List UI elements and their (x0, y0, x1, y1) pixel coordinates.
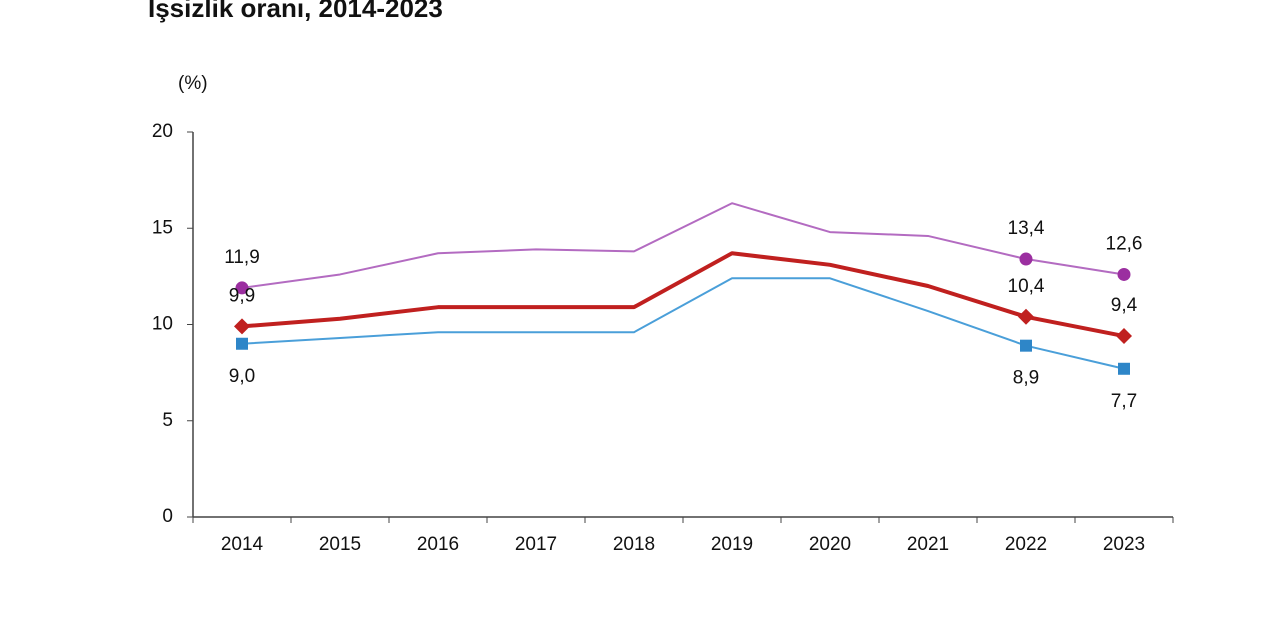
marker (235, 281, 249, 295)
x-tick-label: 2023 (1103, 534, 1145, 555)
marker (236, 337, 248, 350)
series-line (241, 277, 1125, 370)
marker (1018, 308, 1034, 325)
data-label: 9,0 (229, 366, 255, 387)
data-label: 11,9 (224, 247, 260, 268)
series-line (241, 202, 1125, 289)
y-tick-label: 15 (152, 217, 173, 238)
x-tick-label: 2018 (613, 534, 655, 555)
x-tick-label: 2020 (809, 534, 851, 555)
x-tick-label: 2014 (221, 534, 264, 555)
y-tick-label: 0 (162, 506, 173, 527)
x-tick-label: 2022 (1005, 534, 1047, 555)
data-label: 13,4 (1008, 218, 1045, 239)
x-tick-label: 2021 (907, 534, 949, 555)
data-label: 7,7 (1111, 391, 1137, 412)
marker (1117, 267, 1131, 281)
marker (234, 318, 250, 335)
y-tick-label: 20 (152, 121, 173, 142)
x-tick-label: 2019 (711, 534, 753, 555)
y-tick-label: 10 (152, 314, 173, 335)
x-tick-label: 2015 (319, 534, 361, 555)
data-label: 10,4 (1008, 276, 1045, 297)
data-label: 8,9 (1013, 368, 1039, 389)
chart-title: İşsizlik oranı, 2014-2023 (148, 0, 443, 23)
marker (1020, 339, 1032, 352)
marker (1019, 252, 1033, 266)
data-label: 9,9 (229, 285, 255, 306)
y-axis-label: (%) (178, 73, 208, 94)
data-label: 12,6 (1106, 233, 1143, 254)
marker (1116, 328, 1132, 345)
x-tick-label: 2017 (515, 534, 557, 555)
data-label: 9,4 (1111, 295, 1138, 316)
series-line (241, 251, 1125, 339)
x-tick-label: 2016 (417, 534, 459, 555)
y-tick-label: 5 (162, 410, 173, 431)
marker (1118, 362, 1130, 375)
